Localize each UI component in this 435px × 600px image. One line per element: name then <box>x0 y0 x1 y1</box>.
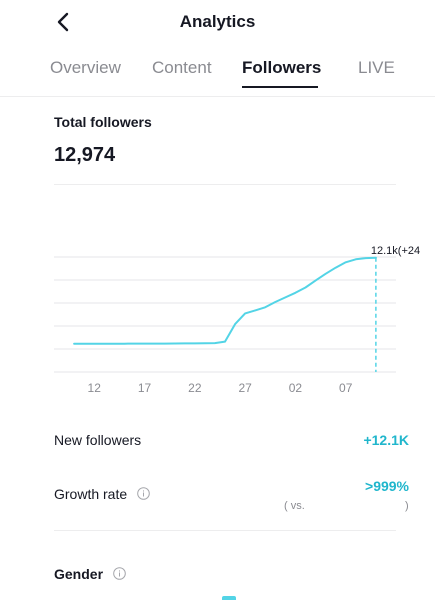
x-tick-label: 22 <box>188 381 202 395</box>
selected-point-label: 12.1k(+24 <box>371 245 420 257</box>
gender-label: Gender <box>54 566 104 582</box>
new-followers-value: +12.1K <box>363 432 409 448</box>
growth-rate-value: >999% <box>365 478 409 494</box>
comparison-close: ) <box>405 500 409 512</box>
tab-content[interactable]: Content <box>152 58 212 77</box>
tab-bar: Overview Content Followers LIVE <box>0 52 435 88</box>
x-tick-label: 12 <box>88 381 102 395</box>
x-tick-label: 17 <box>138 381 152 395</box>
chevron-left-icon <box>57 12 69 32</box>
total-followers-value: 12,974 <box>54 144 116 166</box>
tab-live[interactable]: LIVE <box>358 58 395 77</box>
followers-line-chart: 12.1k(+24 12 17 22 27 02 07 <box>54 245 420 395</box>
followers-chart[interactable]: 12.1k(+24 12 17 22 27 02 07 <box>0 235 435 405</box>
info-icon[interactable] <box>137 487 150 503</box>
info-icon[interactable] <box>113 567 126 583</box>
tab-overview[interactable]: Overview <box>50 58 121 77</box>
comparison-text: ( vs. <box>284 500 305 512</box>
gender-row: Gender <box>54 566 126 583</box>
header: Analytics <box>0 0 435 44</box>
tabs-divider <box>0 96 435 97</box>
section-divider <box>54 184 396 185</box>
growth-rate-row: Growth rate <box>54 486 150 503</box>
followers-series-line <box>73 256 377 345</box>
active-tab-indicator <box>242 86 318 88</box>
total-followers-label: Total followers <box>54 114 152 130</box>
page-title: Analytics <box>179 12 256 31</box>
gender-chart-peek <box>222 596 236 600</box>
section-divider-2 <box>54 530 396 531</box>
new-followers-label: New followers <box>54 432 142 448</box>
x-tick-label: 07 <box>339 381 353 395</box>
x-tick-label: 02 <box>289 381 303 395</box>
x-tick-label: 27 <box>238 381 252 395</box>
tab-followers[interactable]: Followers <box>242 58 322 77</box>
growth-rate-label: Growth rate <box>54 486 128 502</box>
back-button[interactable] <box>52 10 76 34</box>
